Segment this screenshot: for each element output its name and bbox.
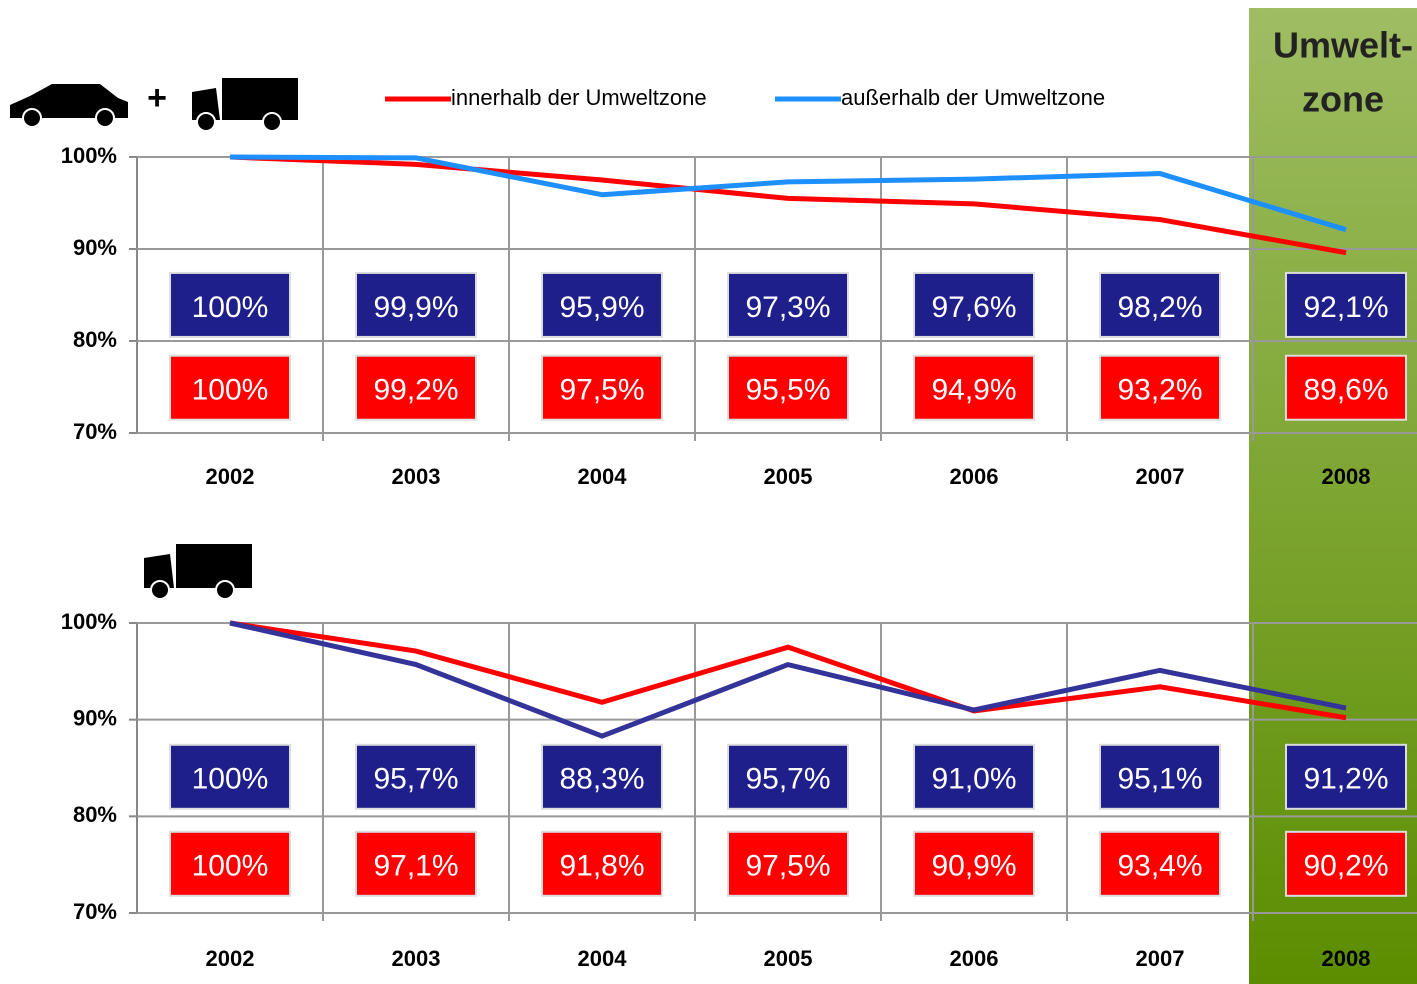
data-label: 100% <box>192 374 269 407</box>
zone-label: Umwelt- <box>1273 25 1413 66</box>
data-label: 95,5% <box>745 374 830 407</box>
label-box <box>1099 830 1221 897</box>
data-label: 95,1% <box>1117 763 1202 796</box>
label-box <box>541 271 663 338</box>
x-tick-label: 2008 <box>1322 464 1371 489</box>
data-label: 92,1% <box>1303 291 1388 324</box>
data-label: 100% <box>192 291 269 324</box>
label-box <box>1099 271 1221 338</box>
series-line <box>229 154 1347 256</box>
label-box <box>355 830 477 897</box>
x-tick-label: 2007 <box>1136 464 1185 489</box>
data-label: 97,6% <box>931 291 1016 324</box>
data-label: 89,6% <box>1303 374 1388 407</box>
label-box <box>541 743 663 810</box>
truck-icon <box>144 544 252 600</box>
label-box <box>1285 271 1407 338</box>
label-box <box>913 830 1035 897</box>
car-icon <box>10 84 128 128</box>
label-box <box>355 271 477 338</box>
label-box <box>1285 743 1407 810</box>
zone-label: zone <box>1302 79 1384 120</box>
data-label: 88,3% <box>559 763 644 796</box>
data-label: 95,7% <box>745 763 830 796</box>
y-tick-label: 90% <box>73 235 117 260</box>
label-box <box>355 743 477 810</box>
y-tick-label: 70% <box>73 899 117 924</box>
label-box <box>727 830 849 897</box>
legend-label: außerhalb der Umweltzone <box>841 85 1105 110</box>
x-tick-label: 2003 <box>392 946 441 971</box>
y-tick-label: 90% <box>73 705 117 730</box>
series-line <box>229 154 1347 233</box>
data-label: 94,9% <box>931 374 1016 407</box>
y-tick-label: 100% <box>61 609 117 634</box>
label-box <box>1285 354 1407 421</box>
label-box <box>541 354 663 421</box>
data-label: 95,7% <box>373 763 458 796</box>
data-label: 100% <box>192 763 269 796</box>
data-label: 93,2% <box>1117 374 1202 407</box>
data-label: 91,0% <box>931 763 1016 796</box>
data-label: 93,4% <box>1117 850 1202 883</box>
data-label: 97,3% <box>745 291 830 324</box>
data-label: 91,8% <box>559 850 644 883</box>
y-tick-label: 80% <box>73 327 117 352</box>
x-tick-label: 2006 <box>950 946 999 971</box>
label-box <box>541 830 663 897</box>
label-box <box>1099 743 1221 810</box>
x-tick-label: 2004 <box>578 464 628 489</box>
label-box <box>355 354 477 421</box>
label-box <box>169 743 291 810</box>
label-box <box>1285 830 1407 897</box>
label-box <box>169 354 291 421</box>
y-tick-label: 80% <box>73 802 117 827</box>
x-tick-label: 2002 <box>206 464 255 489</box>
data-label: 100% <box>192 850 269 883</box>
x-tick-label: 2005 <box>764 946 813 971</box>
label-box <box>913 354 1035 421</box>
data-label: 99,2% <box>373 374 458 407</box>
label-box <box>727 743 849 810</box>
x-tick-label: 2005 <box>764 464 813 489</box>
data-label: 97,1% <box>373 850 458 883</box>
x-tick-label: 2002 <box>206 946 255 971</box>
label-box <box>727 271 849 338</box>
data-label: 97,5% <box>559 374 644 407</box>
x-tick-label: 2003 <box>392 464 441 489</box>
data-label: 98,2% <box>1117 291 1202 324</box>
x-tick-label: 2007 <box>1136 946 1185 971</box>
label-box <box>1099 354 1221 421</box>
series-line <box>229 620 1347 739</box>
plus: + <box>147 79 167 117</box>
data-label: 90,2% <box>1303 850 1388 883</box>
legend-label: innerhalb der Umweltzone <box>451 85 707 110</box>
label-box <box>913 271 1035 338</box>
zone-band <box>1249 8 1417 984</box>
data-label: 97,5% <box>745 850 830 883</box>
label-box <box>169 830 291 897</box>
data-label: 90,9% <box>931 850 1016 883</box>
data-label: 95,9% <box>559 291 644 324</box>
truck-icon <box>192 78 298 132</box>
y-tick-label: 100% <box>61 143 117 168</box>
x-tick-label: 2008 <box>1322 946 1371 971</box>
x-tick-label: 2006 <box>950 464 999 489</box>
x-tick-label: 2004 <box>578 946 628 971</box>
label-box <box>727 354 849 421</box>
label-box <box>169 271 291 338</box>
data-label: 99,9% <box>373 291 458 324</box>
data-label: 91,2% <box>1303 763 1388 796</box>
y-tick-label: 70% <box>73 419 117 444</box>
label-box <box>913 743 1035 810</box>
series-line <box>229 620 1347 721</box>
